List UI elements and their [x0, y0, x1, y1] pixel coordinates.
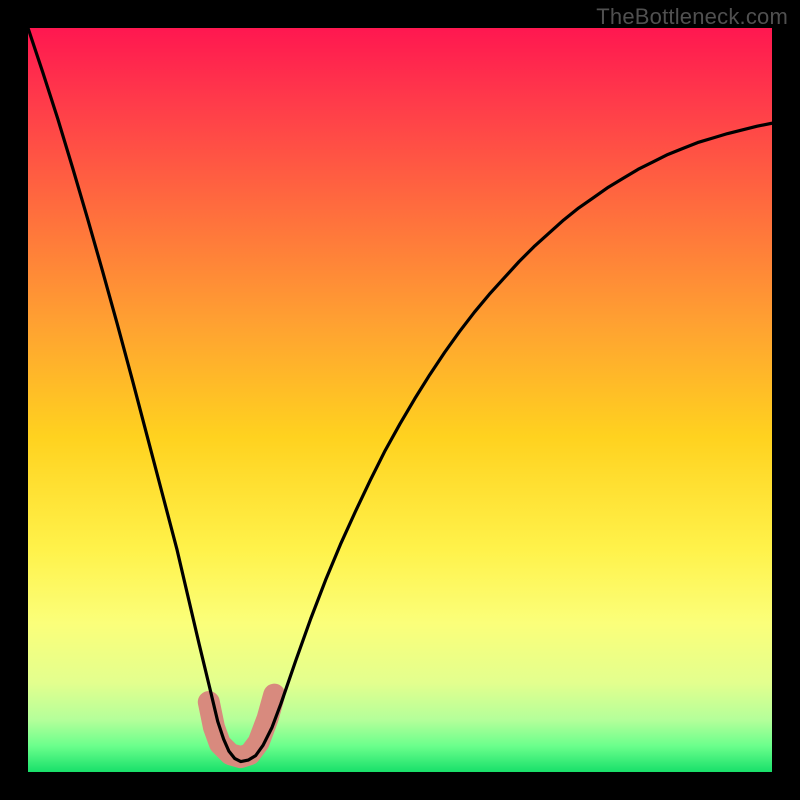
watermark-text: TheBottleneck.com	[596, 4, 788, 30]
plot-background	[28, 28, 772, 772]
chart-frame: TheBottleneck.com	[0, 0, 800, 800]
bottleneck-curve-plot	[0, 0, 800, 800]
